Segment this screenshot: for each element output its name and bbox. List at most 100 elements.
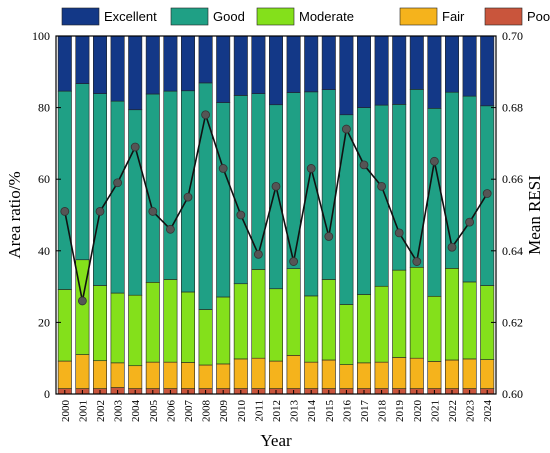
legend-swatch-fair [399, 7, 438, 26]
bar-segment-fair-2000 [57, 360, 72, 389]
x-tick-label-2016: 2016 [341, 400, 353, 423]
x-tick-label-2015: 2015 [324, 400, 336, 423]
x-tick-label-2010: 2010 [236, 400, 248, 423]
bar-segment-moderate-2022 [445, 268, 459, 361]
bar-segment-good-2007 [181, 90, 195, 293]
mean-resi-line [60, 110, 492, 306]
bar-segment-good-2023 [462, 95, 477, 283]
x-axis-title: Year [260, 431, 292, 450]
bar-segment-moderate-2004 [128, 294, 143, 367]
x-tick-label-2024: 2024 [482, 400, 494, 423]
bar-segment-good-2003 [110, 100, 125, 294]
bar-segment-good-2006 [163, 90, 178, 280]
x-tick-label-2020: 2020 [412, 400, 424, 423]
x-tick-label-2011: 2011 [253, 400, 265, 422]
y-tick-label-right-0.68: 0.68 [502, 101, 523, 115]
mean-resi-point-2020 [412, 257, 422, 266]
bar-segment-excellent-2015 [321, 35, 336, 91]
mean-resi-point-2013 [289, 257, 299, 266]
bar-segment-excellent-2020 [409, 35, 424, 90]
x-tick-label-2021: 2021 [429, 400, 441, 422]
bar-segment-fair-2015 [321, 359, 336, 389]
x-tick-label-2012: 2012 [271, 400, 283, 422]
y-tick-label-right-0.64: 0.64 [502, 244, 523, 258]
bars [57, 35, 495, 395]
bar-segment-fair-2024 [480, 359, 495, 389]
mean-resi-point-2010 [236, 210, 246, 220]
bar-segment-excellent-2019 [392, 35, 407, 105]
bar-segment-excellent-2023 [462, 35, 477, 97]
bar-segment-excellent-2003 [110, 35, 125, 102]
bar-segment-moderate-2008 [198, 309, 213, 366]
bar-segment-moderate-2011 [251, 269, 266, 359]
bar-segment-good-2015 [321, 89, 336, 280]
bar-segment-fair-2018 [374, 361, 389, 389]
mean-resi-point-2022 [447, 242, 457, 252]
bar-segment-good-2004 [128, 109, 143, 296]
bar-segment-fair-2016 [339, 364, 354, 389]
bar-segment-fair-2014 [304, 361, 319, 389]
legend-label-excellent: Excellent [104, 9, 157, 24]
bar-segment-excellent-2002 [93, 35, 107, 94]
x-tick-label-2007: 2007 [183, 400, 195, 423]
x-tick-label-2013: 2013 [289, 400, 301, 423]
bar-segment-moderate-2016 [339, 304, 354, 365]
bar-segment-excellent-2000 [57, 35, 72, 92]
x-tick-label-2005: 2005 [148, 400, 160, 423]
x-tick-label-2008: 2008 [201, 400, 213, 423]
y-tick-label-left-80: 80 [38, 101, 50, 115]
mean-resi-point-2006 [165, 224, 175, 234]
legend: Excellent Good Moderate Fair Poor [61, 7, 550, 26]
y-tick-label-left-60: 60 [38, 172, 50, 186]
bar-segment-moderate-2006 [163, 279, 178, 363]
mean-resi-point-2021 [429, 156, 439, 166]
bar-segment-moderate-2002 [93, 285, 107, 362]
mean-resi-point-2014 [306, 164, 316, 173]
bar-segment-excellent-2022 [445, 35, 459, 93]
mean-resi-point-2012 [271, 181, 281, 191]
bar-segment-excellent-2010 [233, 35, 248, 96]
bar-segment-moderate-2017 [357, 294, 371, 364]
legend-label-moderate: Moderate [299, 9, 354, 24]
y-axis-title-left: Area ratio/% [5, 171, 24, 258]
bar-segment-excellent-2007 [181, 35, 195, 92]
mean-resi-point-2003 [113, 178, 122, 188]
x-tick-label-2003: 2003 [113, 400, 125, 423]
bar-segment-fair-2019 [392, 357, 407, 389]
x-tick-label-2018: 2018 [377, 400, 389, 423]
legend-label-fair: Fair [442, 9, 465, 24]
bar-segment-good-2005 [145, 93, 160, 283]
mean-resi-point-2024 [482, 189, 492, 198]
mean-resi-point-2007 [183, 192, 193, 202]
y-tick-label-left-100: 100 [32, 29, 50, 43]
legend-swatch-moderate [256, 7, 295, 26]
bar-segment-good-2019 [392, 104, 407, 271]
ticks: 0 20 40 60 80 100 0.60 0.62 0.64 0.66 0.68 0.70 2000… [32, 29, 523, 422]
y-tick-label-left-20: 20 [38, 315, 50, 329]
bar-segment-moderate-2007 [181, 291, 195, 363]
bar-segment-moderate-2021 [427, 295, 442, 362]
mean-resi-point-2004 [130, 142, 140, 152]
bar-segment-good-2012 [269, 104, 283, 290]
mean-resi-point-2011 [253, 249, 263, 259]
bar-segment-fair-2023 [462, 358, 477, 389]
bar-segment-good-2021 [427, 108, 442, 297]
mean-resi-point-2001 [78, 296, 87, 306]
y-tick-label-left-0: 0 [44, 387, 50, 401]
bar-segment-excellent-2014 [304, 35, 319, 93]
x-tick-label-2009: 2009 [218, 400, 230, 423]
bar-segment-fair-2003 [110, 362, 125, 388]
y-tick-label-right-0.62: 0.62 [502, 315, 523, 329]
bar-segment-excellent-2005 [145, 35, 160, 95]
bar-segment-excellent-2013 [286, 35, 301, 93]
bar-segment-fair-2020 [409, 357, 424, 389]
legend-swatch-good [170, 7, 209, 26]
mean-resi-point-2002 [95, 207, 105, 216]
mean-resi-point-2019 [394, 228, 404, 238]
y-tick-label-right-0.66: 0.66 [502, 172, 523, 186]
bar-segment-good-2017 [357, 107, 371, 295]
mean-resi-point-2005 [148, 207, 158, 216]
bar-segment-good-2009 [216, 102, 231, 298]
bar-segment-moderate-2003 [110, 292, 125, 364]
